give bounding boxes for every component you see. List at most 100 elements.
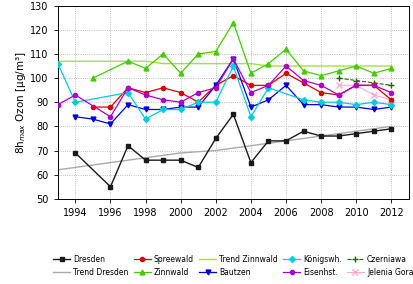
Spreewald xyxy=(266,83,271,87)
Zinnwald xyxy=(354,64,359,68)
Bautzen xyxy=(73,115,78,118)
Dresden xyxy=(371,130,376,133)
Königswh. xyxy=(231,64,236,68)
Trend Zinnwald xyxy=(249,62,254,65)
Dresden xyxy=(126,144,131,147)
Line: Spreewald: Spreewald xyxy=(91,71,394,109)
Trend Dresden xyxy=(336,132,341,135)
Spreewald xyxy=(126,86,131,89)
Zinnwald xyxy=(266,62,271,65)
Dresden xyxy=(284,139,289,143)
Trend Zinnwald xyxy=(389,64,394,68)
Dresden xyxy=(161,158,166,162)
Trend Zinnwald xyxy=(178,62,183,65)
Zinnwald xyxy=(301,69,306,72)
Trend Dresden xyxy=(231,147,236,150)
Zinnwald xyxy=(284,47,289,51)
Zinnwald xyxy=(231,21,236,24)
Dresden xyxy=(196,166,201,169)
Bautzen xyxy=(126,103,131,106)
Trend Zinnwald xyxy=(126,60,131,63)
Dresden xyxy=(266,139,271,143)
Trend Dresden xyxy=(143,156,148,160)
Trend Dresden xyxy=(266,141,271,145)
Eisenhst. xyxy=(371,83,376,87)
Eisenhst. xyxy=(214,86,218,89)
Dresden xyxy=(389,127,394,130)
Königswh. xyxy=(196,101,201,104)
Spreewald xyxy=(284,72,289,75)
Jelenia Gora xyxy=(389,98,394,101)
Trend Zinnwald xyxy=(90,60,95,63)
Y-axis label: 8h$_{max}$ Ozon [μg/m³]: 8h$_{max}$ Ozon [μg/m³] xyxy=(14,51,28,154)
Königswh. xyxy=(354,103,359,106)
Königswh. xyxy=(143,118,148,121)
Zinnwald xyxy=(178,72,183,75)
Line: Jelenia Gora: Jelenia Gora xyxy=(336,83,394,103)
Line: Bautzen: Bautzen xyxy=(73,56,394,126)
Königswh. xyxy=(161,108,166,111)
Zinnwald xyxy=(143,67,148,70)
Spreewald xyxy=(354,83,359,87)
Trend Zinnwald xyxy=(336,64,341,68)
Zinnwald xyxy=(319,74,324,77)
Königswh. xyxy=(301,98,306,101)
Dresden xyxy=(249,161,254,164)
Eisenhst. xyxy=(336,93,341,97)
Trend Zinnwald xyxy=(354,64,359,68)
Spreewald xyxy=(214,83,218,87)
Eisenhst. xyxy=(301,79,306,82)
Spreewald xyxy=(196,101,201,104)
Königswh. xyxy=(55,62,60,65)
Bautzen xyxy=(214,83,218,87)
Jelenia Gora xyxy=(371,93,376,97)
Zinnwald xyxy=(196,52,201,56)
Eisenhst. xyxy=(55,103,60,106)
Trend Dresden xyxy=(354,130,359,133)
Dresden xyxy=(73,151,78,154)
Bautzen xyxy=(108,122,113,126)
Bautzen xyxy=(196,105,201,109)
Bautzen xyxy=(284,83,289,87)
Eisenhst. xyxy=(231,57,236,60)
Spreewald xyxy=(301,81,306,85)
Trend Zinnwald xyxy=(196,62,201,65)
Dresden xyxy=(301,130,306,133)
Eisenhst. xyxy=(354,83,359,87)
Line: Trend Zinnwald: Trend Zinnwald xyxy=(58,61,392,66)
Trend Dresden xyxy=(249,144,254,147)
Trend Dresden xyxy=(389,125,394,128)
Bautzen xyxy=(90,118,95,121)
Trend Zinnwald xyxy=(319,64,324,68)
Trend Zinnwald xyxy=(266,64,271,68)
Bautzen xyxy=(371,108,376,111)
Königswh. xyxy=(319,101,324,104)
Trend Zinnwald xyxy=(301,64,306,68)
Eisenhst. xyxy=(126,86,131,89)
Zinnwald xyxy=(90,76,95,80)
Königswh. xyxy=(178,108,183,111)
Königswh. xyxy=(214,101,218,104)
Trend Dresden xyxy=(214,149,218,152)
Eisenhst. xyxy=(389,91,394,94)
Zinnwald xyxy=(214,50,218,53)
Dresden xyxy=(354,132,359,135)
Trend Zinnwald xyxy=(73,60,78,63)
Dresden xyxy=(231,112,236,116)
Trend Dresden xyxy=(284,139,289,143)
Trend Dresden xyxy=(73,166,78,169)
Eisenhst. xyxy=(143,93,148,97)
Spreewald xyxy=(371,83,376,87)
Eisenhst. xyxy=(319,83,324,87)
Trend Dresden xyxy=(196,150,201,153)
Bautzen xyxy=(336,105,341,109)
Zinnwald xyxy=(389,67,394,70)
Spreewald xyxy=(143,91,148,94)
Bautzen xyxy=(354,105,359,109)
Trend Zinnwald xyxy=(161,62,166,65)
Eisenhst. xyxy=(284,64,289,68)
Bautzen xyxy=(266,98,271,101)
Line: Eisenhst.: Eisenhst. xyxy=(56,57,394,119)
Dresden xyxy=(143,158,148,162)
Line: Königswh.: Königswh. xyxy=(56,62,394,121)
